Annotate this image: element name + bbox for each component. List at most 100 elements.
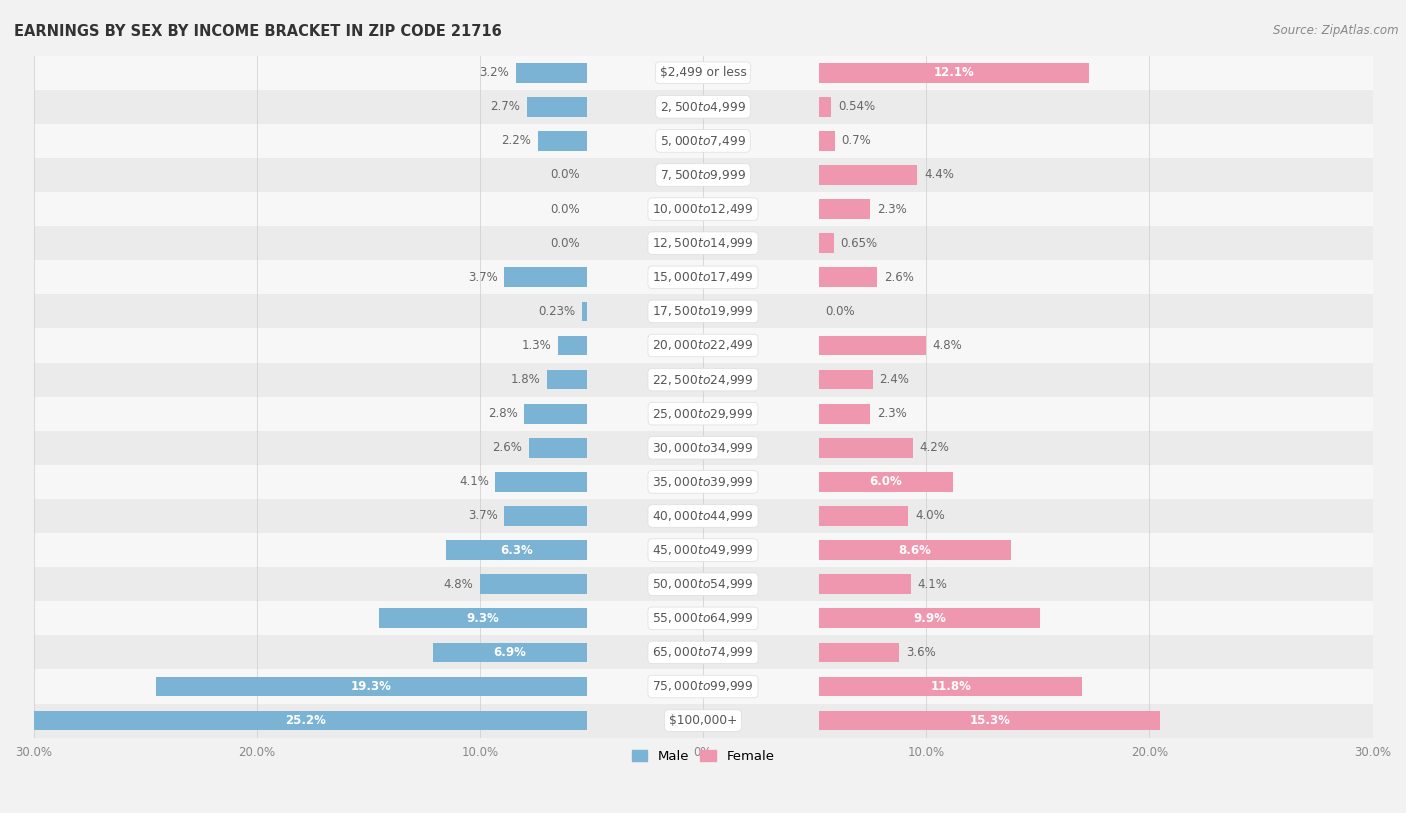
Bar	[34, 89, 1372, 124]
Bar	[34, 124, 1372, 158]
Text: $7,500 to $9,999: $7,500 to $9,999	[659, 168, 747, 182]
Text: $22,500 to $24,999: $22,500 to $24,999	[652, 372, 754, 387]
Bar	[505, 506, 586, 526]
Text: $65,000 to $74,999: $65,000 to $74,999	[652, 646, 754, 659]
Text: 4.8%: 4.8%	[443, 578, 474, 591]
Text: 2.3%: 2.3%	[877, 407, 907, 420]
Bar	[34, 260, 1372, 294]
Bar	[34, 669, 1372, 703]
Bar	[820, 711, 1160, 731]
Bar	[820, 506, 908, 526]
Text: 0.0%: 0.0%	[551, 237, 581, 250]
Text: 0.7%: 0.7%	[841, 134, 872, 147]
Bar	[34, 294, 1372, 328]
Text: 6.3%: 6.3%	[501, 544, 533, 557]
Bar	[34, 226, 1372, 260]
Text: 19.3%: 19.3%	[352, 680, 392, 693]
Bar	[820, 370, 873, 389]
Text: 8.6%: 8.6%	[898, 544, 931, 557]
Text: 0.54%: 0.54%	[838, 100, 875, 113]
Bar	[820, 336, 927, 355]
Text: $15,000 to $17,499: $15,000 to $17,499	[652, 270, 754, 285]
Text: $35,000 to $39,999: $35,000 to $39,999	[652, 475, 754, 489]
Text: 3.7%: 3.7%	[468, 510, 498, 523]
Text: 2.7%: 2.7%	[491, 100, 520, 113]
Bar	[446, 540, 586, 560]
Bar	[34, 431, 1372, 465]
Text: $75,000 to $99,999: $75,000 to $99,999	[652, 680, 754, 693]
Text: $30,000 to $34,999: $30,000 to $34,999	[652, 441, 754, 454]
Text: 3.7%: 3.7%	[468, 271, 498, 284]
Text: 12.1%: 12.1%	[934, 66, 974, 79]
Bar	[479, 574, 586, 594]
Text: 9.3%: 9.3%	[467, 612, 499, 625]
Text: 3.2%: 3.2%	[479, 66, 509, 79]
Text: EARNINGS BY SEX BY INCOME BRACKET IN ZIP CODE 21716: EARNINGS BY SEX BY INCOME BRACKET IN ZIP…	[14, 24, 502, 39]
Bar	[820, 472, 953, 492]
Bar	[34, 158, 1372, 192]
Bar	[538, 131, 586, 150]
Bar	[820, 267, 877, 287]
Bar	[820, 404, 870, 424]
Text: $10,000 to $12,499: $10,000 to $12,499	[652, 202, 754, 216]
Bar	[820, 608, 1040, 628]
Text: $55,000 to $64,999: $55,000 to $64,999	[652, 611, 754, 625]
Text: 0.65%: 0.65%	[841, 237, 877, 250]
Text: $40,000 to $44,999: $40,000 to $44,999	[652, 509, 754, 523]
Text: 9.9%: 9.9%	[912, 612, 946, 625]
Text: 2.2%: 2.2%	[502, 134, 531, 147]
Bar	[820, 540, 1011, 560]
Text: 2.6%: 2.6%	[492, 441, 522, 454]
Text: 0.0%: 0.0%	[551, 202, 581, 215]
Bar	[34, 567, 1372, 602]
Bar	[547, 370, 586, 389]
Text: 4.8%: 4.8%	[932, 339, 963, 352]
Bar	[820, 165, 917, 185]
Text: 11.8%: 11.8%	[931, 680, 972, 693]
Text: $17,500 to $19,999: $17,500 to $19,999	[652, 304, 754, 319]
Text: 4.0%: 4.0%	[915, 510, 945, 523]
Text: 2.6%: 2.6%	[884, 271, 914, 284]
Bar	[156, 676, 586, 697]
Bar	[34, 703, 1372, 737]
Bar	[34, 328, 1372, 363]
Bar	[34, 363, 1372, 397]
Bar	[820, 199, 870, 219]
Bar	[582, 302, 586, 321]
Text: 25.2%: 25.2%	[285, 714, 326, 727]
Bar	[34, 499, 1372, 533]
Bar	[24, 711, 586, 731]
Text: $5,000 to $7,499: $5,000 to $7,499	[659, 134, 747, 148]
Bar	[34, 55, 1372, 89]
Text: $2,499 or less: $2,499 or less	[659, 66, 747, 79]
Legend: Male, Female: Male, Female	[626, 745, 780, 768]
Text: $25,000 to $29,999: $25,000 to $29,999	[652, 406, 754, 420]
Bar	[433, 642, 586, 663]
Bar	[34, 635, 1372, 669]
Text: Source: ZipAtlas.com: Source: ZipAtlas.com	[1274, 24, 1399, 37]
Text: 4.2%: 4.2%	[920, 441, 949, 454]
Bar	[820, 642, 900, 663]
Bar	[820, 97, 831, 117]
Text: 15.3%: 15.3%	[969, 714, 1010, 727]
Text: 0.0%: 0.0%	[825, 305, 855, 318]
Text: $45,000 to $49,999: $45,000 to $49,999	[652, 543, 754, 557]
Bar	[527, 97, 586, 117]
Bar	[524, 404, 586, 424]
Bar	[34, 192, 1372, 226]
Text: 4.4%: 4.4%	[924, 168, 953, 181]
Text: 6.0%: 6.0%	[870, 476, 903, 489]
Bar	[505, 267, 586, 287]
Text: $50,000 to $54,999: $50,000 to $54,999	[652, 577, 754, 591]
Text: $12,500 to $14,999: $12,500 to $14,999	[652, 237, 754, 250]
Bar	[820, 63, 1090, 83]
Bar	[820, 131, 835, 150]
Text: 6.9%: 6.9%	[494, 646, 526, 659]
Text: 0.23%: 0.23%	[538, 305, 575, 318]
Bar	[558, 336, 586, 355]
Text: 2.3%: 2.3%	[877, 202, 907, 215]
Text: 1.3%: 1.3%	[522, 339, 551, 352]
Text: 0.0%: 0.0%	[551, 168, 581, 181]
Bar	[380, 608, 586, 628]
Text: $20,000 to $22,499: $20,000 to $22,499	[652, 338, 754, 353]
